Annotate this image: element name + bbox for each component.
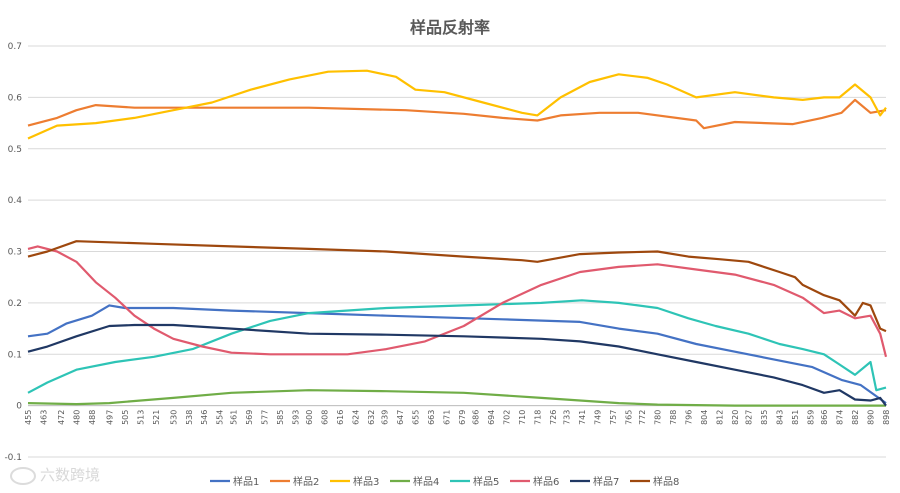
x-tick-label: 521	[152, 410, 161, 425]
legend-label-7: 样品7	[593, 475, 619, 488]
x-tick-label: 882	[851, 410, 860, 425]
x-tick-label: 600	[305, 410, 314, 425]
legend: 样品1 样品2 样品3 样品4 样品5 样品6 样品7 样品8	[210, 475, 679, 488]
y-tick-label: 0.1	[8, 350, 22, 360]
y-tick-label: 0.5	[8, 145, 22, 155]
x-tick-label: 702	[502, 410, 511, 425]
y-tick-label: 0	[16, 402, 22, 412]
x-tick-label: 866	[820, 410, 829, 425]
x-tick-label: 561	[229, 410, 238, 425]
x-tick-label: 726	[549, 410, 558, 425]
x-tick-label: 788	[669, 410, 678, 425]
x-tick-label: 505	[121, 410, 130, 425]
x-tick-label: 835	[760, 410, 769, 425]
x-tick-label: 843	[775, 410, 784, 425]
x-tick-label: 780	[653, 410, 662, 425]
x-tick-label: 859	[806, 410, 815, 425]
series-line-2	[27, 98, 887, 130]
series-line-1	[27, 304, 887, 404]
x-tick-label: 772	[638, 410, 647, 425]
x-tick-label: 616	[336, 410, 345, 425]
y-tick-label: 0.3	[8, 248, 22, 258]
series-line-6	[27, 245, 888, 358]
y-tick-label: 0.4	[8, 196, 23, 206]
x-tick-label: 647	[396, 410, 405, 425]
x-tick-label: 513	[136, 410, 145, 425]
x-tick-label: 749	[593, 410, 602, 425]
x-tick-label: 765	[624, 410, 633, 425]
x-tick-label: 718	[533, 410, 542, 425]
x-tick-label: 530	[169, 410, 178, 425]
x-tick-label: 608	[320, 410, 329, 425]
legend-label-2: 样品2	[293, 475, 319, 488]
x-tick-label: 741	[578, 410, 587, 425]
series-line-4	[27, 389, 886, 407]
legend-label-8: 样品8	[653, 475, 679, 488]
x-tick-label: 546	[200, 410, 209, 425]
legend-label-3: 样品3	[353, 475, 379, 488]
x-tick-label: 639	[380, 410, 389, 425]
watermark-text: 六数跨境	[40, 466, 101, 484]
x-tick-label: 686	[471, 410, 480, 425]
y-tick-label: 0.6	[8, 93, 23, 103]
legend-label-6: 样品6	[533, 475, 559, 488]
watermark-logo-icon	[10, 466, 36, 485]
y-tick-label: -0.1	[4, 453, 22, 463]
x-tick-label: 655	[411, 410, 420, 425]
x-tick-label: 480	[72, 410, 81, 425]
x-tick-label: 827	[744, 410, 753, 425]
x-tick-label: 733	[562, 410, 571, 425]
series-lines	[27, 69, 888, 407]
x-tick-label: 455	[24, 410, 33, 425]
x-tick-label: 757	[609, 410, 618, 425]
series-line-8	[27, 240, 887, 333]
x-tick-label: 488	[88, 410, 97, 425]
x-tick-label: 874	[836, 410, 845, 425]
x-tick-label: 472	[57, 410, 66, 425]
series-line-7	[27, 323, 887, 407]
x-tick-label: 820	[731, 410, 740, 425]
x-tick-label: 710	[518, 410, 527, 425]
x-tick-label: 890	[867, 410, 876, 425]
x-tick-label: 554	[216, 410, 225, 425]
x-tick-label: 694	[487, 410, 496, 425]
x-tick-label: 898	[882, 410, 891, 425]
legend-label-4: 样品4	[413, 475, 439, 488]
x-tick-label: 538	[185, 410, 194, 425]
x-tick-label: 663	[427, 410, 436, 425]
x-tick-label: 632	[367, 410, 376, 425]
x-tick-label: 593	[291, 410, 300, 425]
x-tick-label: 812	[715, 410, 724, 425]
x-tick-label: 796	[684, 410, 693, 425]
y-tick-label: 0.2	[8, 299, 22, 309]
x-tick-label: 585	[276, 410, 285, 425]
x-tick-label: 569	[245, 410, 254, 425]
x-tick-label: 577	[260, 410, 269, 425]
legend-label-5: 样品5	[473, 475, 499, 488]
x-tick-label: 804	[700, 410, 709, 425]
x-tick-label: 463	[39, 410, 48, 425]
series-line-3	[27, 69, 887, 140]
series-line-5	[27, 299, 887, 394]
x-tick-label: 497	[105, 410, 114, 425]
x-axis: 455 463 472 480 488 497 505 513 521 530 538 546 554 5…	[24, 410, 891, 425]
y-axis: -0.1 0 0.1 0.2 0.3 0.4 0.5 0.6 0.7	[4, 42, 22, 463]
x-tick-label: 624	[351, 410, 360, 425]
x-tick-label: 671	[442, 410, 451, 425]
chart-title: 样品反射率	[410, 18, 490, 37]
x-tick-label: 679	[458, 410, 467, 425]
watermark: 六数跨境	[10, 464, 100, 485]
x-tick-label: 851	[791, 410, 800, 425]
legend-label-1: 样品1	[233, 475, 259, 488]
y-tick-label: 0.7	[8, 42, 22, 52]
